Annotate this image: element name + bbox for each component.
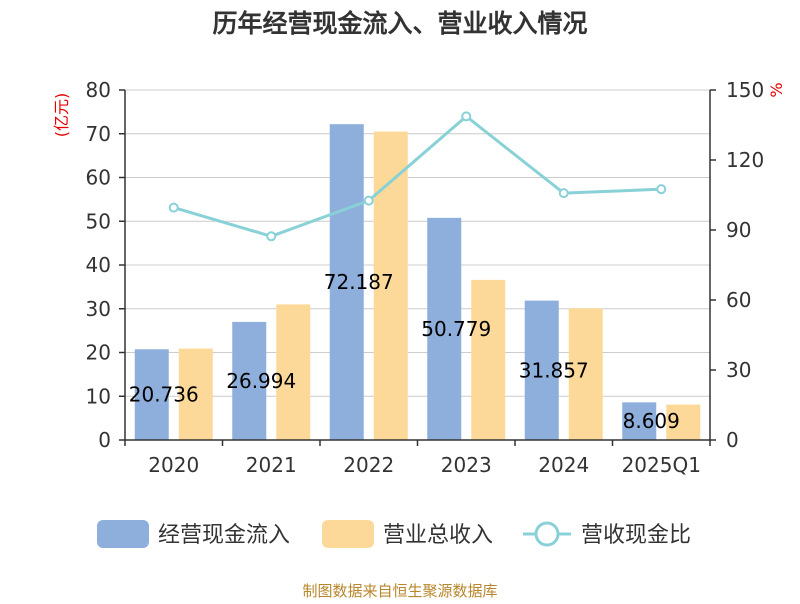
y-left-tick-label: 60 <box>86 166 111 190</box>
legend: 经营现金流入 营业总收入 营收现金比 <box>97 520 691 548</box>
bars <box>134 124 701 440</box>
line-revenue-cash-ratio <box>173 114 662 238</box>
bar-value-label: 31.857 <box>519 358 589 382</box>
bar-total-revenue <box>276 304 311 440</box>
legend-swatch-total-revenue <box>322 520 374 548</box>
x-tick-label: 2021 <box>246 453 297 477</box>
bar-operating-cash-inflow <box>232 321 267 440</box>
y-left-tick-label: 40 <box>86 253 111 277</box>
bar-value-label: 50.779 <box>421 317 491 341</box>
line-point <box>461 111 472 122</box>
y-left-unit-label: (亿元) <box>52 93 71 138</box>
bar-operating-cash-inflow <box>524 300 559 440</box>
legend-label-revenue-cash-ratio: 营收现金比 <box>581 523 691 548</box>
y-left-tick-label: 0 <box>98 428 111 452</box>
line-point <box>656 184 667 195</box>
line-series <box>168 111 667 242</box>
axes: 0 10 20 30 40 50 60 70 80 0 30 60 90 120 150 2020 2021 20… <box>86 78 765 477</box>
y-right-tick-label: 0 <box>726 428 739 452</box>
line-point <box>558 188 569 199</box>
y-right-tick-label: 150 <box>726 78 764 102</box>
y-left-tick-label: 70 <box>86 122 111 146</box>
bar-total-revenue <box>666 404 701 440</box>
y-left-tick-label: 30 <box>86 297 111 321</box>
legend-marker-revenue-cash-ratio <box>534 521 560 547</box>
bar-operating-cash-inflow <box>427 217 462 440</box>
data-labels: 20.736 26.994 72.187 50.779 31.857 8.609 <box>129 270 680 433</box>
bar-value-label: 20.736 <box>129 383 199 407</box>
x-tick-label: 2024 <box>538 453 589 477</box>
x-tick-label: 2020 <box>148 453 199 477</box>
bar-value-label: 72.187 <box>324 270 394 294</box>
line-point <box>266 231 277 242</box>
y-right-tick-label: 90 <box>726 218 751 242</box>
legend-swatch-operating-cash-inflow <box>97 520 149 548</box>
x-tick-label: 2023 <box>441 453 492 477</box>
y-right-unit-label: % <box>767 82 786 97</box>
x-tick-label: 2025Q1 <box>622 453 701 477</box>
bar-value-label: 26.994 <box>226 369 296 393</box>
line-point <box>168 202 179 213</box>
bar-value-label: 8.609 <box>623 409 680 433</box>
chart-title: 历年经营现金流入、营业收入情况 <box>212 9 587 38</box>
y-right-tick-label: 60 <box>726 288 751 312</box>
y-right-tick-label: 30 <box>726 358 751 382</box>
y-left-tick-label: 80 <box>86 78 111 102</box>
source-footer: 制图数据来自恒生聚源数据库 <box>302 582 497 600</box>
legend-label-operating-cash-inflow: 经营现金流入 <box>158 523 290 548</box>
bar-total-revenue <box>178 348 213 440</box>
bar-total-revenue <box>568 308 603 440</box>
bar-operating-cash-inflow <box>329 124 364 440</box>
y-right-tick-label: 120 <box>726 148 764 172</box>
y-left-tick-label: 10 <box>86 384 111 408</box>
line-point <box>363 195 374 206</box>
bar-operating-cash-inflow <box>134 349 169 440</box>
legend-label-total-revenue: 营业总收入 <box>383 523 493 548</box>
bar-operating-cash-inflow <box>622 402 657 440</box>
bar-total-revenue <box>471 279 506 440</box>
x-tick-label: 2022 <box>343 453 394 477</box>
y-left-tick-label: 50 <box>86 209 111 233</box>
y-left-tick-label: 20 <box>86 341 111 365</box>
